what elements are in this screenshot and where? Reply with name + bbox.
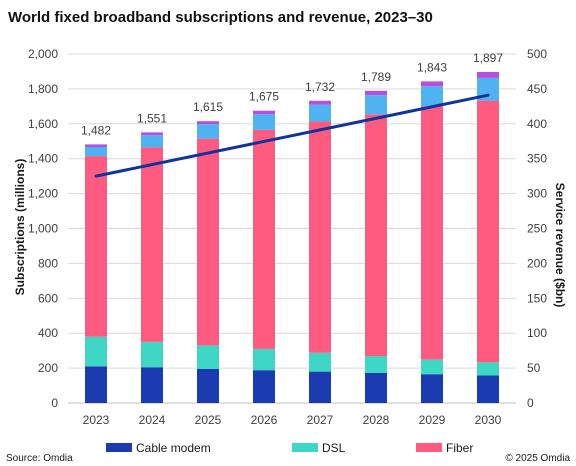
revenue-line (94, 93, 490, 178)
total-labels: 1,482 1,551 1,615 1,675 1,732 1,789 1,843 1,897 (81, 51, 503, 137)
total-label-2024: 1,551 (137, 111, 167, 125)
total-label-2029: 1,843 (417, 60, 447, 74)
bar-segment-2028-0 (365, 372, 387, 403)
revenue-line-layer (94, 93, 490, 178)
bar-segment-2027-4 (309, 100, 331, 105)
x-tick-label: 2029 (419, 413, 446, 427)
bar-segment-2025-1 (197, 345, 219, 369)
bar-segment-2026-2 (253, 129, 275, 349)
bar-segment-2024-2 (141, 147, 163, 342)
legend-label-cable-modem: Cable modem (136, 441, 211, 455)
bar-segment-2024-1 (141, 341, 163, 368)
legend-swatch-fiber (416, 443, 442, 452)
y-tick-label: 600 (38, 291, 58, 305)
bar-segment-2023-0 (85, 366, 107, 403)
bar-segment-2026-3 (253, 114, 275, 130)
y2-tick-label: 200 (527, 256, 547, 270)
y-axis-label: Subscriptions (millions) (13, 159, 27, 296)
legend-label-fiber: Fiber (446, 441, 473, 455)
y2-tick-label: 0 (527, 396, 534, 410)
bar-segment-2028-1 (365, 356, 387, 373)
x-tick-label: 2030 (475, 413, 502, 427)
bar-segment-2024-3 (141, 135, 163, 148)
y2-tick-label: 400 (527, 117, 547, 131)
bar-segment-2024-4 (141, 132, 163, 136)
x-tick-label: 2024 (139, 413, 166, 427)
y-tick-label: 1,000 (28, 222, 58, 236)
copyright-note: © 2025 Omdia (505, 453, 570, 464)
y-tick-label: 400 (38, 326, 58, 340)
total-label-2025: 1,615 (193, 100, 223, 114)
y2-tick-label: 250 (527, 222, 547, 236)
x-axis-ticks: 2023 2024 2025 2026 2027 2028 2029 2030 (83, 413, 502, 427)
x-tick-label: 2028 (363, 413, 390, 427)
right-axis-ticks: 0 50 100 150 200 250 300 350 400 450 500 (527, 47, 547, 410)
bar-segment-2028-4 (365, 90, 387, 96)
total-label-2027: 1,732 (305, 80, 335, 94)
total-label-2030: 1,897 (473, 51, 503, 65)
legend-swatch-cable-modem (106, 443, 132, 452)
bar-segment-2023-1 (85, 336, 107, 367)
bar-segment-2029-3 (421, 86, 443, 107)
bar-segment-2025-3 (197, 124, 219, 139)
bar-segment-2025-4 (197, 121, 219, 125)
bar-segment-2024-0 (141, 367, 163, 403)
total-label-2026: 1,675 (249, 90, 279, 104)
bar-segment-2029-4 (421, 81, 443, 87)
y-tick-label: 1,600 (28, 117, 58, 131)
bar-segment-2027-1 (309, 352, 331, 372)
bar-segment-2029-2 (421, 106, 443, 360)
y2-tick-label: 350 (527, 152, 547, 166)
legend: Cable modem DSL Fiber (106, 441, 473, 455)
grid (68, 53, 516, 404)
bar-segment-2026-0 (253, 370, 275, 403)
legend-swatch-dsl (292, 443, 318, 452)
y2-tick-label: 500 (527, 47, 547, 61)
bar-segment-2027-3 (309, 104, 331, 122)
bar-segment-2027-2 (309, 121, 331, 353)
bar-segment-2025-2 (197, 138, 219, 346)
bar-segment-2025-0 (197, 368, 219, 403)
left-axis-ticks: 0 200 400 600 800 1,000 1,200 1,400 1,600 1,800 2,… (28, 47, 58, 410)
bar-segment-2030-1 (477, 362, 499, 376)
bar-segment-2029-1 (421, 359, 443, 375)
y2-tick-label: 50 (527, 361, 541, 375)
y2-tick-label: 150 (527, 291, 547, 305)
bar-segment-2023-4 (85, 144, 107, 148)
total-label-2028: 1,789 (361, 70, 391, 84)
y2-tick-label: 100 (527, 326, 547, 340)
bar-segment-2030-0 (477, 375, 499, 403)
x-tick-label: 2026 (251, 413, 278, 427)
y-tick-label: 1,200 (28, 187, 58, 201)
bar-segment-2030-2 (477, 100, 499, 363)
bar-segment-2028-2 (365, 114, 387, 357)
bar-segment-2027-0 (309, 371, 331, 403)
y-tick-label: 0 (51, 396, 58, 410)
bar-segment-2028-3 (365, 95, 387, 115)
y-tick-label: 800 (38, 256, 58, 270)
y2-axis-label: Service revenue ($bn) (553, 183, 567, 308)
bar-segment-2026-4 (253, 110, 275, 115)
total-label-2023: 1,482 (81, 123, 111, 137)
legend-label-dsl: DSL (322, 441, 346, 455)
y-tick-label: 1,800 (28, 82, 58, 96)
bar-segment-2023-2 (85, 156, 107, 337)
x-tick-label: 2027 (307, 413, 334, 427)
y-tick-label: 200 (38, 361, 58, 375)
y2-tick-label: 450 (527, 82, 547, 96)
bar-segment-2026-1 (253, 348, 275, 371)
bars (85, 71, 499, 403)
bar-segment-2030-4 (477, 71, 499, 78)
y-tick-label: 1,400 (28, 152, 58, 166)
x-tick-label: 2025 (195, 413, 222, 427)
y2-tick-label: 300 (527, 187, 547, 201)
source-note: Source: Omdia (6, 453, 73, 464)
bar-segment-2023-3 (85, 147, 107, 157)
x-tick-label: 2023 (83, 413, 110, 427)
y-tick-label: 2,000 (28, 47, 58, 61)
chart-title: World fixed broadband subscriptions and … (8, 9, 433, 26)
bar-segment-2029-0 (421, 374, 443, 403)
